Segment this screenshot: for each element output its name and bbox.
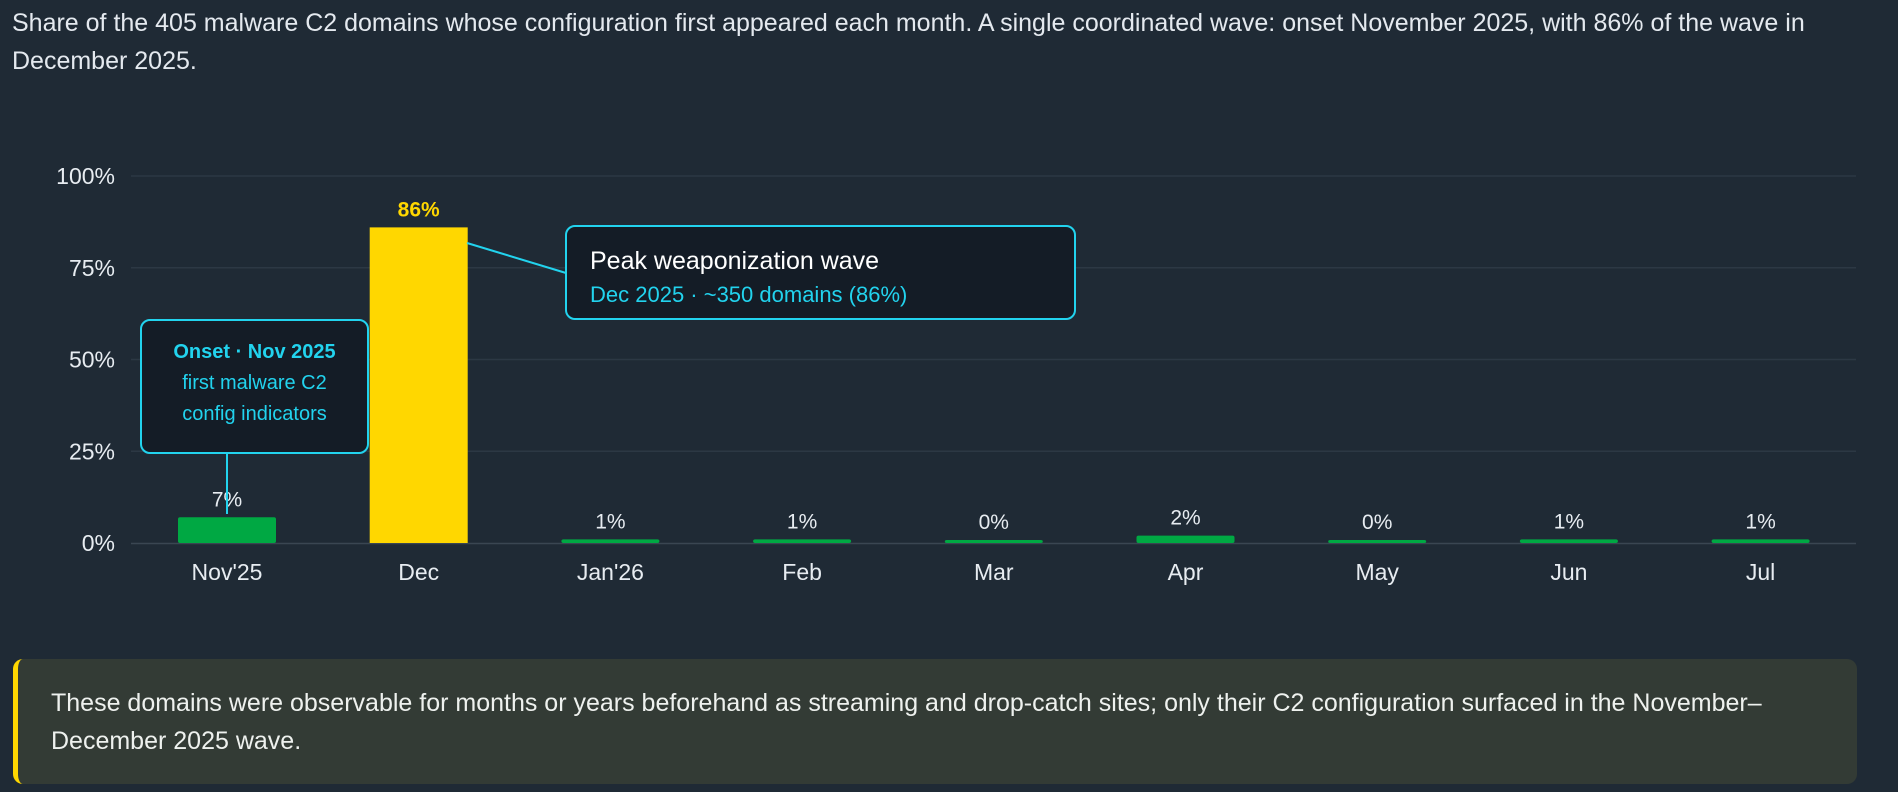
chart-caption: Share of the 405 malware C2 domains whos…	[12, 9, 1805, 75]
info-callout: These domains were observable for months…	[13, 659, 1857, 784]
onset-annotation: Onset · Nov 2025 first malware C2 config…	[140, 319, 369, 454]
x-tick-label: May	[1355, 559, 1399, 585]
value-label: 1%	[1745, 510, 1775, 533]
x-tick-label: Jun	[1550, 559, 1587, 585]
onset-annotation-title: Onset · Nov 2025	[173, 341, 336, 363]
x-tick-label: Nov'25	[192, 559, 263, 585]
y-tick-label: 50%	[69, 347, 115, 373]
bar-2	[561, 539, 660, 543]
bar-3	[753, 539, 852, 543]
onset-annotation-line1: first malware C2	[182, 372, 327, 394]
y-tick-label: 0%	[82, 530, 115, 556]
onset-annotation-line2: config indicators	[182, 403, 327, 425]
value-label: 1%	[595, 510, 625, 533]
peak-annotation-title: Peak weaponization wave	[590, 247, 880, 275]
x-tick-label: Feb	[782, 559, 822, 585]
y-tick-label: 100%	[56, 163, 115, 189]
value-label: 0%	[979, 511, 1009, 534]
value-label: 1%	[1554, 510, 1584, 533]
x-tick-label: Apr	[1168, 559, 1204, 585]
peak-connector	[466, 242, 567, 274]
peak-annotation-detail: Dec 2025 · ~350 domains (86%)	[590, 282, 908, 307]
y-tick-label: 75%	[69, 255, 115, 281]
value-labels: 7%86%1% 1% 0% 2% 0% 1% 1%	[212, 198, 1776, 534]
bar-0	[178, 517, 276, 543]
x-tick-label: Mar	[974, 559, 1014, 585]
x-tick-label: Dec	[398, 559, 439, 585]
x-tick-label: Jan'26	[577, 559, 644, 585]
info-callout-text: These domains were observable for months…	[51, 689, 1762, 755]
value-label: 0%	[1362, 511, 1392, 534]
bar-8	[1711, 539, 1810, 543]
value-label: 86%	[398, 198, 440, 221]
y-axis-ticks: 0% 25% 50% 75% 100%	[56, 163, 115, 556]
bar-5	[1136, 535, 1235, 543]
x-axis-ticks: Nov'25 Dec Jan'26 Feb Mar Apr May Jun Jul	[192, 559, 1776, 585]
value-label: 2%	[1170, 507, 1200, 530]
peak-annotation: Peak weaponization wave Dec 2025 · ~350 …	[565, 225, 1076, 320]
bar-7	[1519, 539, 1618, 543]
bar-chart: 0%25%50%75%100% 7%86%1% 1% 0% 2% 0% 1% 1% Nov'…	[56, 163, 1856, 585]
x-tick-label: Jul	[1746, 559, 1775, 585]
bar-1	[369, 227, 468, 543]
value-label: 1%	[787, 510, 817, 533]
bar-6	[1328, 540, 1427, 543]
bars	[178, 227, 1810, 543]
bar-4	[944, 540, 1043, 543]
y-tick-label: 25%	[69, 438, 115, 464]
